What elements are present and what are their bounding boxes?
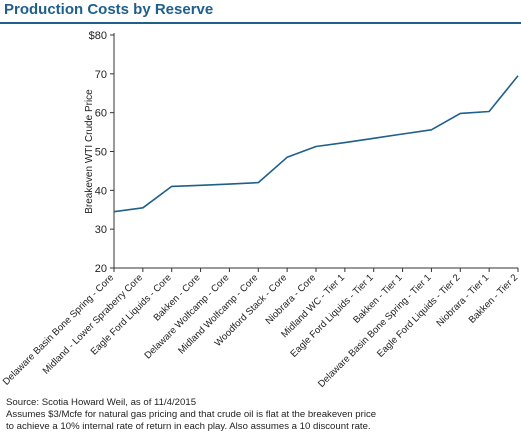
chart-title: Production Costs by Reserve <box>4 1 214 18</box>
y-tick-label: 70 <box>95 69 107 81</box>
title-divider <box>0 22 521 24</box>
y-axis-label: Breakeven WTI Crude Price <box>84 89 95 214</box>
source-note: Source: Scotia Howard Weil, as of 11/4/2… <box>6 397 197 408</box>
series-line <box>113 75 519 213</box>
y-tick-label: 20 <box>95 263 107 275</box>
assumption-note-2: to achieve a 10% internal rate of return… <box>6 421 371 432</box>
y-tick-label: $80 <box>89 30 107 42</box>
chart-axes <box>113 33 518 269</box>
x-tick-label: Niobrara - Core <box>264 272 319 327</box>
y-tick-label: 50 <box>95 147 107 159</box>
x-tick-label: Delaware Basin Bone Spring - Core <box>1 272 116 387</box>
y-tick-label: 60 <box>95 108 107 120</box>
x-axis-labels: Delaware Basin Bone Spring - CoreMidland… <box>1 268 520 390</box>
y-tick-label: 40 <box>95 185 107 197</box>
y-tick-label: 30 <box>95 224 107 236</box>
y-axis-ticks: 20 30 40 50 60 70 $80 <box>89 30 114 275</box>
assumption-note-1: Assumes $3/Mcfe for natural gas pricing … <box>6 409 377 420</box>
breakeven-price-line <box>113 75 519 213</box>
